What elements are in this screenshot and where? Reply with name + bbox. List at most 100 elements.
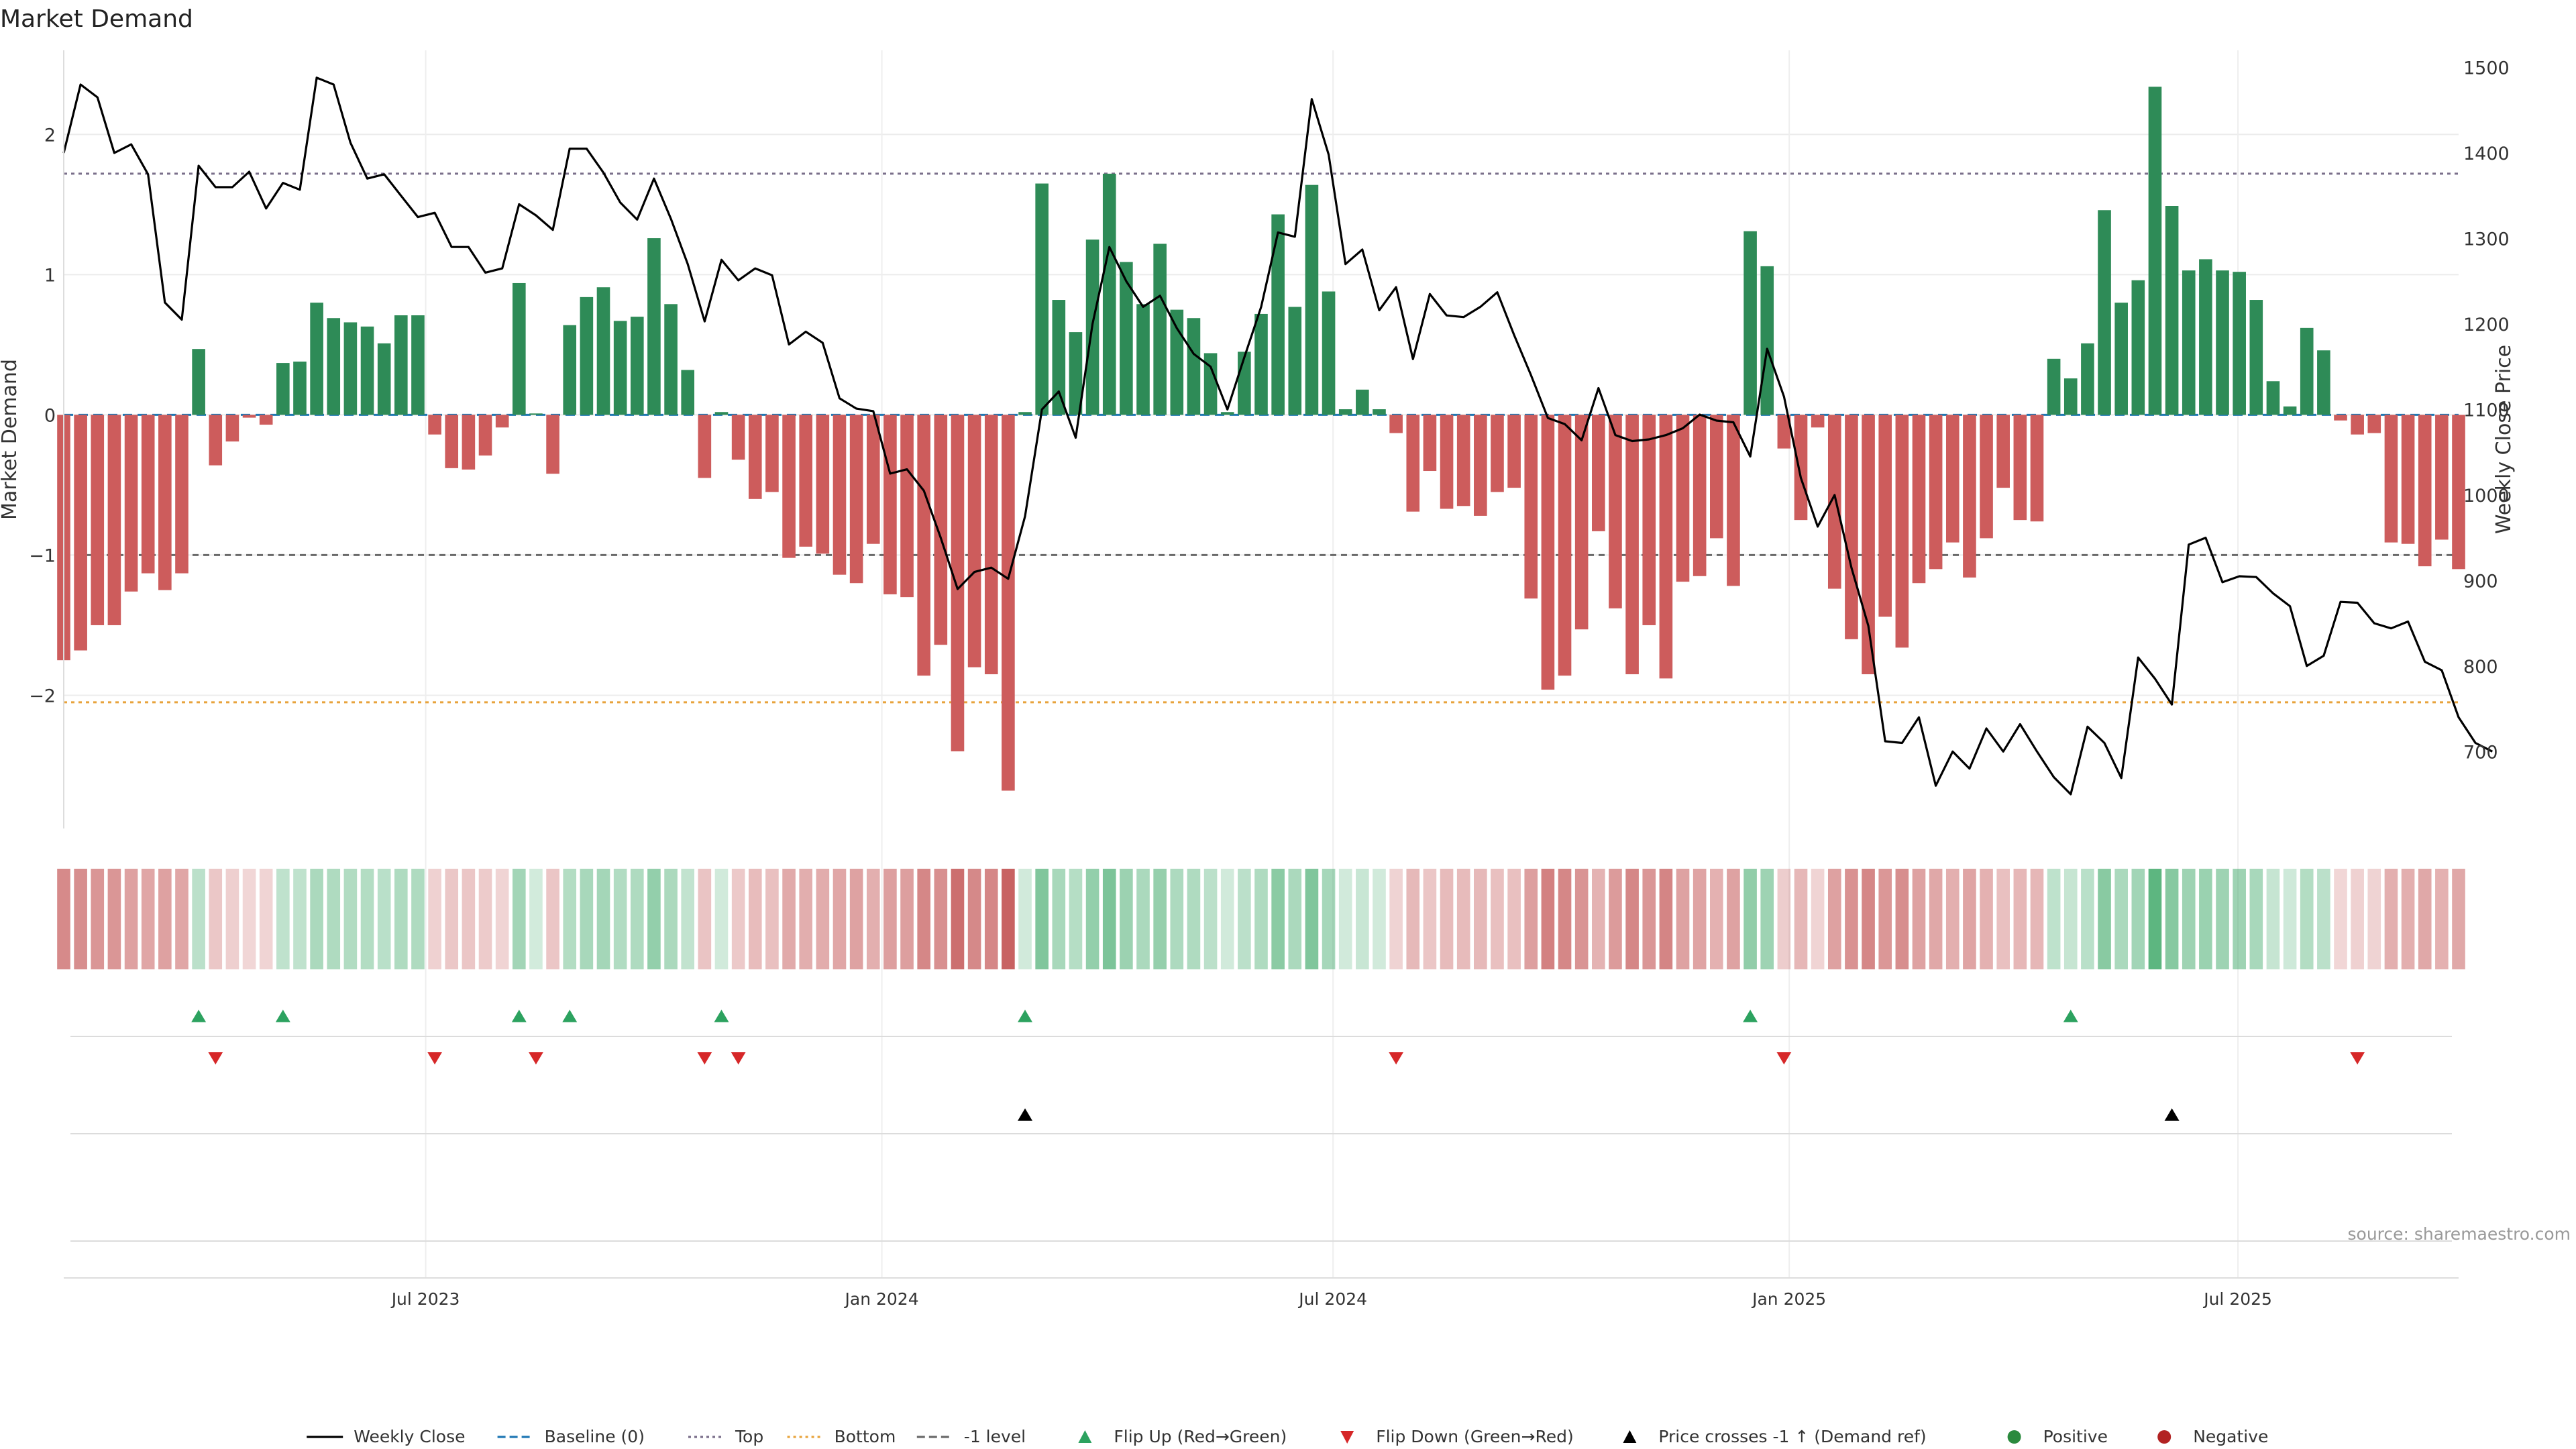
heat-cell [1491,869,1504,969]
heat-cell [647,869,661,969]
demand-bar [1220,412,1234,415]
demand-bar [1305,184,1319,415]
heat-cell [107,869,121,969]
heat-cell [698,869,712,969]
demand-bar [1592,415,1605,531]
y2-tick-label: 700 [2463,742,2498,763]
demand-bar [2114,303,2128,415]
heat-cell [1423,869,1437,969]
price-cross-marker [1018,1108,1033,1121]
legend-item: -1 level [916,1427,1026,1446]
flip-markers [70,1010,2452,1242]
demand-bar [1625,415,1639,675]
flip-down-marker [208,1052,223,1065]
demand-bar [209,415,223,466]
demand-bar [1254,313,1268,415]
demand-bar [1558,415,1572,676]
demand-bar [1187,318,1201,415]
demand-bar [293,362,307,415]
demand-bar [107,415,121,625]
heat-cell [2030,869,2044,969]
x-tick-label: Jan 2024 [844,1289,919,1309]
heat-cell [866,869,880,969]
demand-bar [2334,415,2347,421]
heat-cell [1862,869,1875,969]
demand-bar [546,415,559,474]
heat-cell [2199,869,2212,969]
heat-cell [1980,869,1993,969]
demand-bar [1912,415,1926,584]
demand-bar [428,415,441,435]
demand-bar [1136,304,1150,415]
heat-cell [1271,869,1285,969]
legend-swatch [2007,1430,2021,1444]
demand-bar [2216,270,2229,415]
demand-bar [1423,415,1437,472]
source-note: source: sharemaestro.com [2348,1224,2571,1244]
demand-bar [1929,415,1943,570]
demand-bar [1069,332,1083,415]
heat-cell [1456,869,1470,969]
demand-bar [1878,415,1892,617]
demand-bar [2300,327,2314,415]
legend-label: Flip Down (Green→Red) [1376,1427,1574,1446]
legend-label: Bottom [835,1427,896,1446]
flip-down-marker [731,1052,746,1065]
heat-cell [934,869,948,969]
flip-down-marker [697,1052,712,1065]
heat-cell [1996,869,2010,969]
heat-cell [1170,869,1184,969]
demand-bar [647,238,661,415]
heat-cell [2216,869,2229,969]
y2-tick-label: 800 [2463,657,2498,678]
y2-tick-label: 900 [2463,571,2498,592]
demand-bar [2182,270,2196,415]
legend: Weekly Close Baseline (0) Top Bottom -1 leve… [307,1427,2268,1446]
y-tick-label: −2 [29,686,56,706]
heat-cell [259,869,273,969]
heat-cell [512,869,526,969]
legend-label: Price crosses -1 ↑ (Demand ref) [1658,1427,1926,1446]
demand-bar [1338,409,1352,415]
demand-bar [1102,173,1116,415]
heat-cell [664,869,678,969]
heat-cell [1507,869,1521,969]
demand-bar [91,415,105,625]
heat-cell [1203,869,1218,969]
demand-bar [1491,415,1504,492]
demand-bar [1845,415,1858,639]
demand-bar [934,415,948,645]
demand-bar [917,415,930,676]
demand-bar [327,318,341,415]
heat-cell [799,869,813,969]
heat-cell [1743,869,1757,969]
legend-item: Price crosses -1 ↑ (Demand ref) [1623,1427,1927,1446]
heat-cell [529,869,543,969]
demand-bar [310,303,323,415]
legend-swatch [2157,1430,2171,1444]
demand-bar [1574,415,1589,630]
demand-bar [1440,415,1454,509]
demand-bar [2030,415,2044,522]
heat-cell [951,869,965,969]
heat-cell [1609,869,1622,969]
heat-cell [816,869,830,969]
y2-tick-label: 1300 [2463,229,2510,250]
heat-cell [1474,869,1487,969]
heat-cell [2047,869,2061,969]
demand-bar [1507,415,1521,488]
demand-bar [580,297,594,415]
demand-bar [1288,307,1302,415]
heat-cell [310,869,323,969]
demand-bar [2165,206,2179,415]
demand-bar [124,415,138,592]
heat-cell [1558,869,1572,969]
demand-bar [1356,389,1369,415]
flip-up-marker [1743,1010,1758,1022]
heat-cell [327,869,341,969]
demand-bar [2283,406,2297,415]
heat-cell [1035,869,1049,969]
heat-cell [1288,869,1302,969]
heat-cell [1338,869,1352,969]
